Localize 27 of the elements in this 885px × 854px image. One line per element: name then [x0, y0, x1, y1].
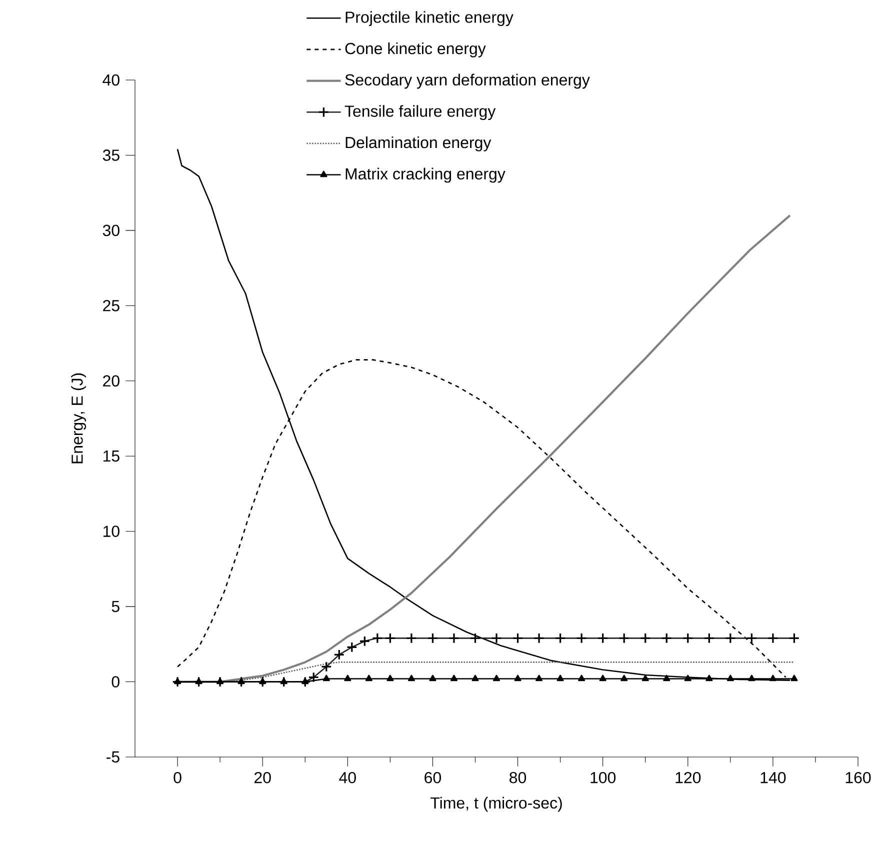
legend-label: Secodary yarn deformation energy: [345, 74, 590, 89]
y-tick-label: -5: [106, 751, 120, 763]
legend-label: Tensile failure energy: [344, 105, 496, 120]
y-tick-label: 0: [112, 676, 120, 688]
y-tick-label: 10: [103, 526, 120, 537]
legend-label: Matrix cracking energy: [346, 168, 506, 183]
y-tick-label: 35: [102, 150, 120, 161]
y-tick-label: 40: [102, 74, 120, 86]
legend-label: Projectile kinetic energy: [346, 11, 514, 26]
x-tick-label: 100: [590, 772, 616, 784]
x-tick-label: 120: [676, 772, 701, 784]
y-tick-label: 30: [102, 224, 120, 236]
x-axis-title: Time, t (micro-sec): [430, 796, 562, 812]
legend-label: Cone kinetic energy: [345, 42, 486, 58]
x-tick-label: 80: [510, 772, 526, 784]
y-tick-label: 5: [112, 600, 120, 612]
x-tick-label: 40: [339, 772, 356, 784]
x-tick-label: 140: [760, 772, 786, 784]
legend-label: Delamination energy: [346, 136, 492, 152]
x-tick-label: 60: [424, 772, 441, 784]
x-tick-label: 160: [846, 772, 871, 784]
y-tick-label: 20: [103, 375, 120, 387]
x-tick-label: 0: [174, 772, 182, 784]
y-tick-label: 15: [103, 450, 120, 462]
y-axis-title: Energy, E (J): [71, 373, 86, 464]
y-tick-label: 25: [103, 300, 120, 312]
x-tick-label: 20: [254, 772, 271, 784]
